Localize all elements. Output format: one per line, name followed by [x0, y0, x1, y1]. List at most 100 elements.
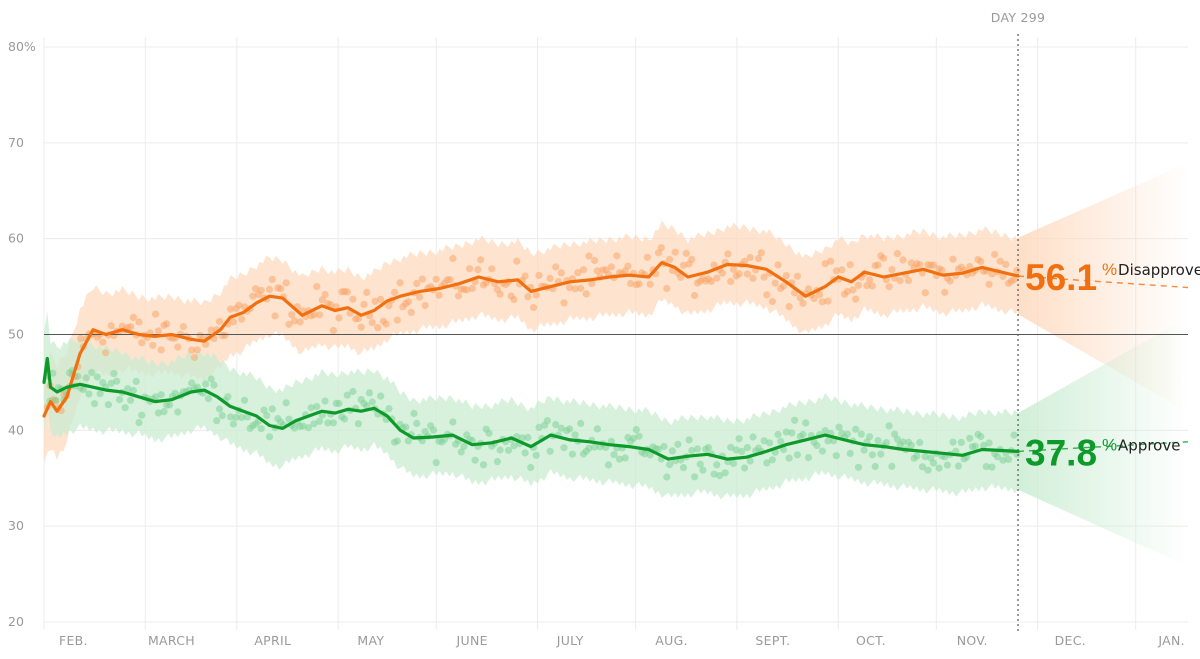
poll-dot [888, 266, 896, 274]
poll-dot [793, 272, 802, 280]
poll-dot [149, 341, 157, 349]
poll-dot [407, 308, 415, 316]
poll-dot [310, 420, 318, 428]
poll-dot [577, 419, 585, 428]
poll-dot [938, 266, 946, 274]
poll-dot [321, 290, 329, 299]
poll-dot [157, 346, 165, 354]
poll-dot [127, 323, 135, 331]
poll-dot [257, 286, 265, 294]
poll-dot [174, 343, 182, 351]
poll-dot [413, 279, 421, 288]
poll-dot [866, 276, 874, 284]
poll-dot [463, 286, 471, 294]
poll-dot [888, 462, 896, 470]
poll-dot [877, 450, 885, 458]
poll-dot [421, 301, 429, 310]
poll-dot [296, 318, 304, 326]
disapprove-percent-sign: % [1102, 260, 1117, 279]
poll-dot [688, 446, 696, 455]
poll-dot [1010, 431, 1018, 439]
x-tick-label: SEPT. [755, 633, 790, 648]
poll-dot [993, 453, 1002, 461]
poll-dot [365, 389, 374, 397]
poll-dot [335, 314, 343, 322]
poll-dot [546, 447, 554, 455]
poll-dot [749, 274, 757, 282]
poll-dot [318, 296, 326, 304]
poll-dot [188, 379, 196, 387]
poll-dot [552, 263, 560, 271]
poll-dot [949, 438, 957, 446]
poll-dot [577, 284, 585, 292]
poll-dot [874, 437, 882, 445]
poll-dot [524, 433, 532, 442]
poll-dot [90, 400, 99, 408]
poll-dot [799, 299, 807, 307]
poll-dot [213, 417, 221, 425]
poll-dot [527, 463, 535, 472]
x-tick-label: AUG. [655, 633, 688, 648]
approve-label: Approve [1118, 436, 1180, 454]
poll-dot [77, 335, 85, 343]
poll-dot [263, 411, 271, 420]
poll-dot [785, 303, 793, 311]
poll-dot [210, 381, 218, 389]
poll-dot [107, 379, 115, 387]
poll-dot [1010, 276, 1018, 284]
poll-dot [635, 432, 643, 440]
poll-dot [479, 461, 488, 469]
poll-dot [488, 265, 496, 273]
poll-dot [666, 255, 674, 263]
poll-dot [368, 398, 376, 406]
poll-dot [677, 273, 685, 281]
poll-dot [916, 261, 924, 269]
poll-dot [668, 447, 677, 455]
poll-dot [685, 436, 693, 444]
poll-dot [285, 320, 293, 328]
poll-dot [204, 395, 212, 403]
poll-dot [343, 288, 351, 296]
poll-dot [310, 311, 318, 319]
poll-dot [727, 277, 735, 286]
poll-dot [49, 369, 57, 377]
poll-dot [827, 257, 835, 265]
poll-dot [629, 434, 638, 442]
poll-dot [393, 437, 401, 445]
poll-dot [163, 320, 171, 328]
poll-dot [996, 257, 1004, 265]
poll-dot [943, 461, 952, 469]
poll-dot [988, 463, 996, 471]
poll-dot [868, 451, 877, 459]
poll-dot [535, 271, 543, 279]
poll-dot [779, 282, 788, 290]
poll-dot [913, 452, 921, 460]
poll-dot [132, 377, 140, 385]
poll-dot [849, 286, 857, 294]
poll-dot [354, 314, 362, 323]
poll-dot [843, 287, 852, 296]
poll-dot [707, 277, 715, 285]
poll-dot [696, 460, 704, 468]
poll-dot [588, 279, 596, 287]
poll-dot [457, 448, 465, 456]
poll-dot [413, 419, 421, 427]
poll-dot [785, 454, 793, 462]
poll-dot [991, 250, 999, 258]
poll-dot [782, 428, 790, 436]
poll-dot [171, 389, 179, 397]
poll-dot [243, 413, 251, 421]
poll-dot [349, 295, 357, 303]
poll-dot [854, 463, 863, 471]
poll-dot [571, 431, 579, 439]
poll-dot [593, 425, 602, 433]
poll-dot [771, 279, 779, 287]
poll-dot [782, 272, 790, 280]
poll-dot [832, 452, 840, 460]
poll-dot [477, 256, 485, 264]
poll-dot [113, 377, 121, 385]
projection-fan-approve [1018, 317, 1188, 567]
poll-dot [135, 419, 143, 427]
poll-dot [227, 413, 235, 421]
